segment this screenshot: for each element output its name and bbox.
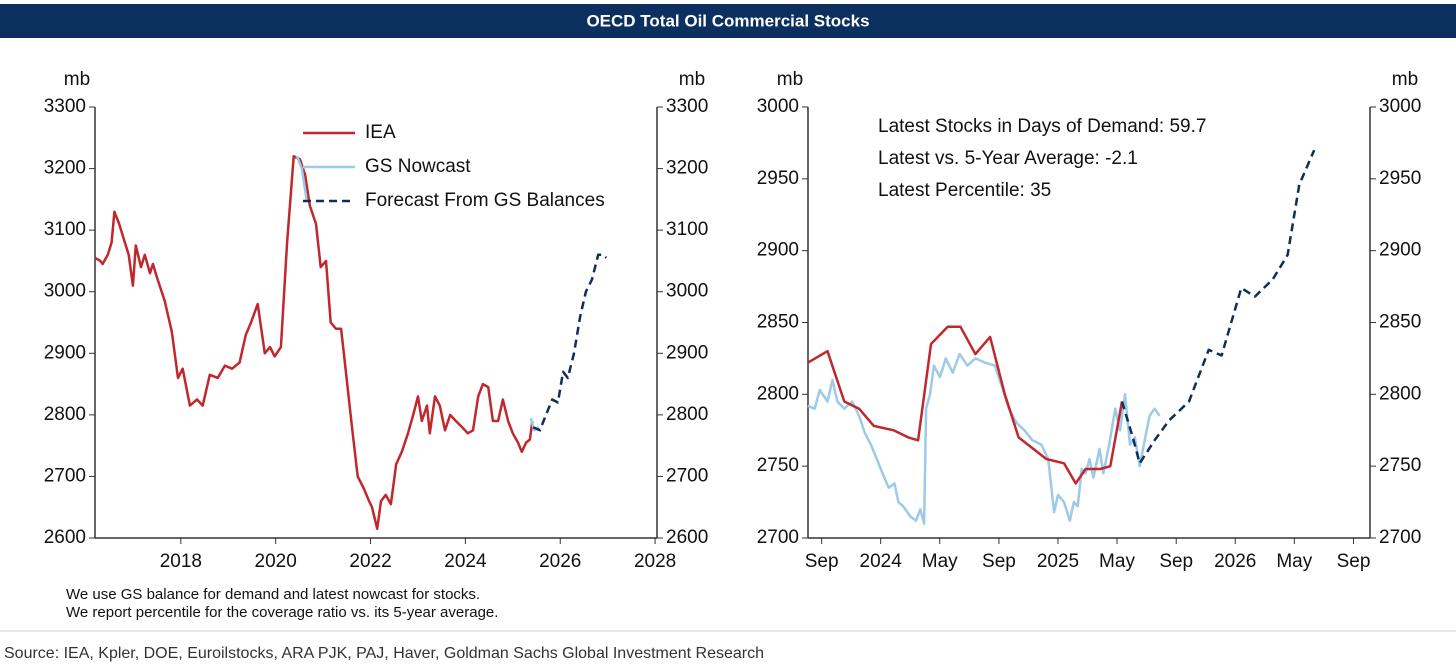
y-tick-label: 2850: [757, 312, 799, 333]
footnote: We use GS balance for demand and latest …: [66, 586, 480, 603]
y-tick-label: 3300: [44, 96, 86, 117]
x-tick-label: May: [1276, 551, 1312, 572]
x-tick-label: 2026: [1214, 551, 1256, 572]
y-tick-label: 2900: [44, 342, 86, 363]
y2-axis-label: mb: [679, 69, 705, 90]
y-tick-label: 3000: [757, 96, 799, 117]
y2-tick-label: 2700: [1379, 527, 1421, 548]
y2-tick-label: 2900: [1379, 240, 1421, 261]
series-line: [1120, 149, 1316, 465]
x-tick-label: 2018: [160, 551, 202, 572]
y2-tick-label: 2850: [1379, 312, 1421, 333]
footnote: We report percentile for the coverage ra…: [66, 604, 498, 621]
series-line: [807, 352, 1161, 525]
x-tick-label: 2026: [539, 551, 581, 572]
legend-label: Forecast From GS Balances: [365, 190, 605, 211]
annotation: Latest Percentile: 35: [878, 180, 1051, 201]
x-tick-label: Sep: [805, 551, 839, 572]
x-tick-label: Sep: [982, 551, 1016, 572]
y2-axis-label: mb: [1392, 69, 1418, 90]
y2-tick-label: 2900: [666, 342, 708, 363]
y2-tick-label: 3300: [666, 96, 708, 117]
y-tick-label: 3100: [44, 219, 86, 240]
y2-tick-label: 3000: [666, 281, 708, 302]
x-tick-label: 2024: [444, 551, 487, 572]
y2-tick-label: 2600: [666, 527, 708, 548]
y-axis-label: mb: [777, 69, 803, 90]
annotation: Latest vs. 5-Year Average: -2.1: [878, 148, 1138, 169]
x-tick-label: 2024: [860, 551, 903, 572]
legend-label: IEA: [365, 122, 396, 143]
annotation: Latest Stocks in Days of Demand: 59.7: [878, 116, 1206, 137]
x-tick-label: Sep: [1337, 551, 1371, 572]
y-tick-label: 2750: [757, 455, 799, 476]
y-tick-label: 3000: [44, 281, 86, 302]
y-tick-label: 2800: [44, 404, 86, 425]
y-tick-label: 2800: [757, 383, 799, 404]
x-tick-label: May: [922, 551, 958, 572]
legend-label: GS Nowcast: [365, 156, 471, 177]
series-line: [532, 253, 608, 432]
y2-tick-label: 2800: [666, 404, 708, 425]
y-tick-label: 3200: [44, 158, 86, 179]
y2-tick-label: 3100: [666, 219, 708, 240]
series-line: [807, 325, 1124, 485]
y-tick-label: 2900: [757, 240, 799, 261]
y2-tick-label: 3000: [1379, 96, 1421, 117]
x-tick-label: 2025: [1037, 551, 1079, 572]
y2-tick-label: 2950: [1379, 168, 1421, 189]
header-bar: [0, 4, 1456, 38]
x-tick-label: 2022: [349, 551, 391, 572]
y2-tick-label: 3200: [666, 158, 708, 179]
source: Source: IEA, Kpler, DOE, Euroilstocks, A…: [4, 645, 764, 662]
y-axis-label: mb: [64, 69, 90, 90]
y2-tick-label: 2700: [666, 465, 708, 486]
y-tick-label: 2950: [757, 168, 799, 189]
x-tick-label: 2020: [255, 551, 297, 572]
y2-tick-label: 2750: [1379, 455, 1421, 476]
x-tick-label: May: [1099, 551, 1135, 572]
header-title: OECD Total Oil Commercial Stocks: [586, 11, 869, 30]
y-tick-label: 2700: [757, 527, 799, 548]
y-tick-label: 2600: [44, 527, 86, 548]
x-tick-label: Sep: [1159, 551, 1193, 572]
y2-tick-label: 2800: [1379, 383, 1421, 404]
series-line: [94, 155, 534, 531]
x-tick-label: 2028: [634, 551, 676, 572]
y-tick-label: 2700: [44, 465, 86, 486]
